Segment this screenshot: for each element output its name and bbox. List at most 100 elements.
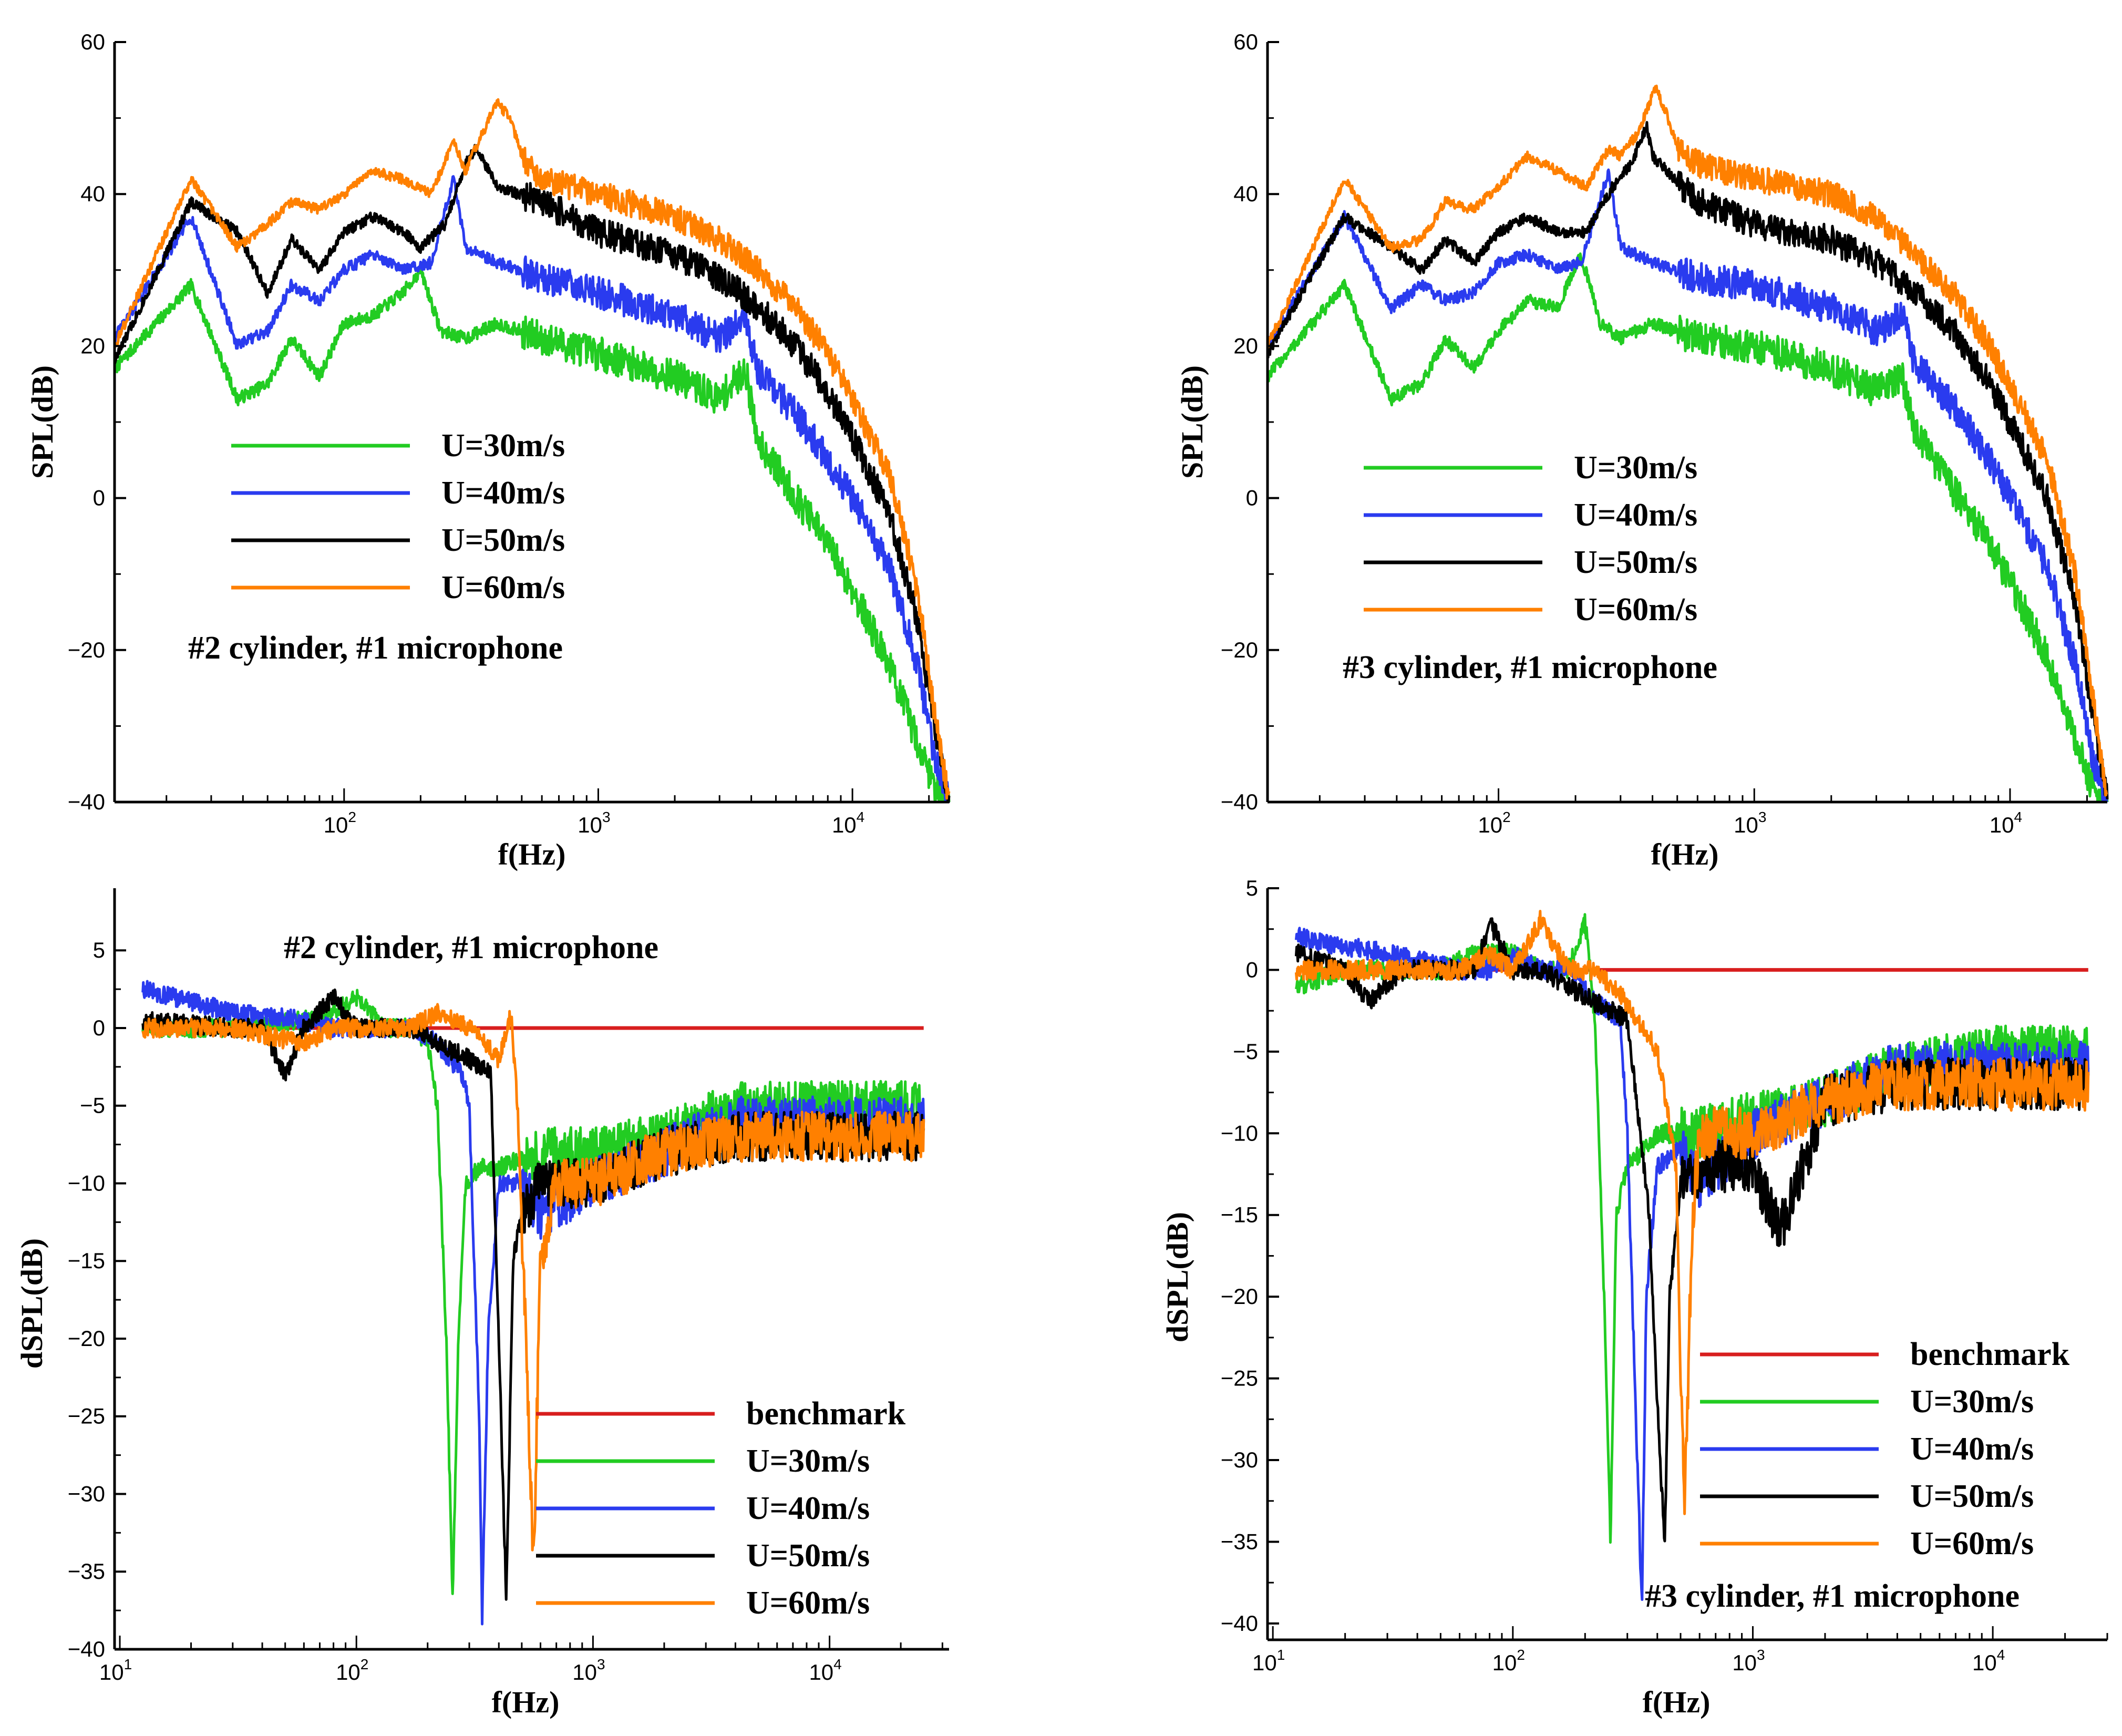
- legend-label-u50: U=50m/s: [1574, 545, 1697, 580]
- x-tick-label: 104: [809, 1656, 841, 1684]
- panel-annotation: #3 cylinder, #1 microphone: [1343, 650, 1717, 685]
- y-tick-label: −20: [1221, 1284, 1258, 1309]
- y-tick-label: −40: [68, 789, 105, 814]
- panel-tl: 60 40 20 0 −20 −40 102 103 104 SPL(dB) f(Hz) #2 …: [25, 29, 951, 871]
- legend-label-u50: U=50m/s: [441, 522, 565, 558]
- y-tick-label: −25: [68, 1404, 105, 1429]
- y-tick-label: 60: [80, 29, 105, 54]
- legend-label-u50: U=50m/s: [746, 1538, 870, 1574]
- y-axis-title: dSPL(dB): [15, 1238, 49, 1369]
- y-tick-label: −30: [1221, 1447, 1258, 1472]
- x-tick-label: 102: [1492, 1647, 1525, 1675]
- x-tick-label: 102: [324, 809, 356, 837]
- y-tick-label: −10: [68, 1170, 105, 1195]
- legend-label-u60: U=60m/s: [1574, 592, 1697, 628]
- series-line-u-60m-s: [1294, 910, 2090, 1515]
- legend: benchmark U=30m/s U=40m/s U=50m/s U=60m/…: [536, 1396, 906, 1621]
- y-tick-label: −40: [68, 1637, 105, 1661]
- legend-label-u50: U=50m/s: [1910, 1478, 2034, 1514]
- y-tick-label: −5: [1233, 1039, 1258, 1064]
- series-line-u-60m-s: [141, 1003, 925, 1552]
- legend: U=30m/s U=40m/s U=50m/s U=60m/s: [231, 428, 565, 605]
- legend-label-u30: U=30m/s: [746, 1443, 870, 1479]
- x-tick-label: 104: [1972, 1647, 2005, 1675]
- y-axis-title: SPL(dB): [25, 365, 59, 479]
- legend-label-benchmark: benchmark: [746, 1396, 906, 1432]
- panel-br: 5 0 −5 −10 −15 −20 −25 −30 −35 −40 101 102 103 104 dS…: [1160, 876, 2108, 1719]
- x-axis-title: f(Hz): [498, 837, 566, 871]
- panel-annotation: #2 cylinder, #1 microphone: [284, 930, 658, 965]
- y-tick-label: 0: [93, 1015, 105, 1040]
- series-line-u-60m-s: [113, 98, 951, 800]
- y-tick-label: −20: [68, 638, 105, 662]
- x-tick-label: 104: [1990, 809, 2022, 837]
- y-tick-label: 60: [1233, 29, 1258, 54]
- x-tick-label: 101: [1252, 1647, 1285, 1675]
- ticks-layer-br: 5 0 −5 −10 −15 −20 −25 −30 −35 −40 101 102 103 104: [1221, 876, 2108, 1675]
- series-layer-br: [1294, 910, 2090, 1601]
- y-tick-label: −30: [68, 1481, 105, 1506]
- series-line-u-40m-s: [1266, 168, 2108, 804]
- x-tick-label: 103: [1734, 809, 1766, 837]
- y-tick-label: −25: [1221, 1366, 1258, 1391]
- legend: benchmark U=30m/s U=40m/s U=50m/s U=60m/…: [1700, 1337, 2070, 1562]
- x-axis-title: f(Hz): [1651, 837, 1719, 871]
- legend-label-u40: U=40m/s: [1574, 497, 1697, 533]
- series-line-u-30m-s: [1266, 252, 2109, 804]
- legend-label-benchmark: benchmark: [1910, 1337, 2070, 1372]
- legend-label-u40: U=40m/s: [441, 475, 565, 511]
- y-axis-title: SPL(dB): [1175, 365, 1209, 479]
- x-tick-label: 101: [99, 1656, 132, 1684]
- legend: U=30m/s U=40m/s U=50m/s U=60m/s: [1364, 450, 1697, 628]
- y-tick-label: 0: [1246, 486, 1258, 510]
- y-tick-label: −5: [80, 1093, 105, 1118]
- legend-label-u60: U=60m/s: [1910, 1526, 2034, 1562]
- x-tick-label: 102: [336, 1656, 368, 1684]
- legend-label-u30: U=30m/s: [1574, 450, 1697, 486]
- series-line-u-60m-s: [1266, 85, 2108, 797]
- legend-label-u30: U=30m/s: [1910, 1384, 2034, 1420]
- legend-label-u40: U=40m/s: [1910, 1431, 2034, 1467]
- y-tick-label: 0: [1246, 957, 1258, 982]
- y-tick-label: 40: [80, 181, 105, 206]
- legend-label-u60: U=60m/s: [746, 1585, 870, 1621]
- panel-tr: 60 40 20 0 −20 −40 102 103 104 SPL(dB) f(Hz) #3 …: [1175, 29, 2109, 871]
- series-line-u-40m-s: [113, 175, 950, 804]
- y-tick-label: 20: [1233, 333, 1258, 358]
- series-line-u-50m-s: [113, 143, 951, 804]
- series-line-u-30m-s: [113, 266, 951, 804]
- panel-annotation: #3 cylinder, #1 microphone: [1645, 1578, 2020, 1614]
- x-tick-label: 103: [1732, 1647, 1765, 1675]
- y-tick-label: −20: [68, 1326, 105, 1351]
- series-layer-bl: [141, 980, 925, 1626]
- y-tick-label: −40: [1221, 789, 1258, 814]
- legend-label-u40: U=40m/s: [746, 1491, 870, 1526]
- series-line-u-50m-s: [1266, 121, 2109, 799]
- y-tick-label: −15: [1221, 1203, 1258, 1227]
- x-tick-label: 103: [578, 809, 610, 837]
- panel-annotation: #2 cylinder, #1 microphone: [188, 630, 563, 666]
- y-tick-label: 0: [93, 486, 105, 510]
- x-tick-label: 103: [572, 1656, 605, 1684]
- y-tick-label: −35: [68, 1559, 105, 1584]
- x-axis-title: f(Hz): [492, 1685, 560, 1719]
- y-tick-label: −20: [1221, 638, 1258, 662]
- y-tick-label: −40: [1221, 1611, 1258, 1636]
- series-layer-tr: [1266, 85, 2109, 804]
- y-tick-label: 5: [1246, 876, 1258, 900]
- series-layer-tl: [113, 98, 951, 804]
- x-tick-label: 104: [832, 809, 864, 837]
- y-tick-label: 20: [80, 333, 105, 358]
- y-tick-label: 40: [1233, 181, 1258, 206]
- y-tick-label: −10: [1221, 1121, 1258, 1145]
- x-tick-label: 102: [1478, 809, 1510, 837]
- legend-label-u30: U=30m/s: [441, 428, 565, 464]
- legend-label-u60: U=60m/s: [441, 570, 565, 605]
- y-tick-label: −35: [1221, 1529, 1258, 1554]
- x-axis-title: f(Hz): [1643, 1685, 1711, 1719]
- y-tick-label: −15: [68, 1248, 105, 1273]
- y-tick-label: 5: [93, 938, 105, 962]
